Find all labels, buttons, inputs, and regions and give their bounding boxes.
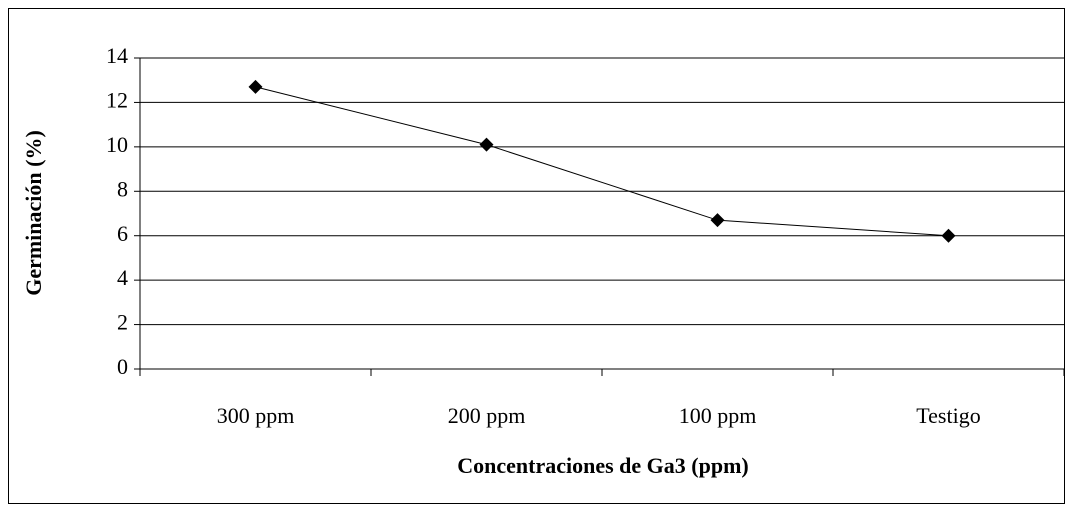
x-tick-label: 300 ppm: [217, 403, 295, 428]
x-tick-label: 200 ppm: [448, 403, 526, 428]
chart-border: [8, 8, 1065, 504]
line: [255, 86, 949, 237]
x-tick-label: 100 ppm: [679, 403, 757, 428]
marker: [479, 137, 494, 152]
marker: [941, 228, 956, 243]
y-tick-label: 12: [106, 87, 128, 112]
marker: [248, 79, 263, 94]
y-tick-label: 4: [117, 265, 128, 290]
y-tick-label: 8: [117, 176, 128, 201]
y-tick-label: 6: [117, 221, 128, 246]
marker: [710, 213, 725, 228]
y-tick-label: 10: [106, 132, 128, 157]
y-axis-title: Germinación (%): [21, 130, 46, 296]
x-axis-title: Concentraciones de Ga3 (ppm): [457, 453, 748, 478]
y-tick-label: 14: [106, 43, 128, 68]
y-tick-label: 0: [117, 354, 128, 379]
x-tick-label: Testigo: [916, 403, 980, 428]
y-tick-label: 2: [117, 310, 128, 335]
